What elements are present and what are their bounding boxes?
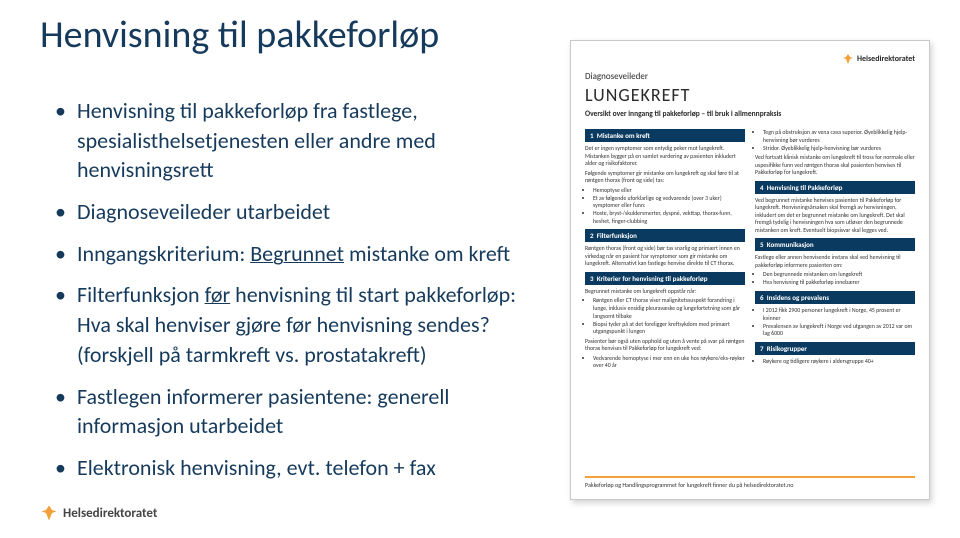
bullet-text-underline: Begrunnet bbox=[250, 240, 344, 267]
inset-li: Hoste, bryst-/skuldersmerter, dyspné, ve… bbox=[593, 210, 745, 225]
inset-col-right: Tegn på obstruksjon av vena cava superio… bbox=[755, 129, 915, 372]
inset-col-left: 1 Mistanke om kreft Det er ingen symptom… bbox=[585, 129, 745, 372]
inset-sect-body: I 2012 fikk 2900 personer lungekreft i N… bbox=[755, 307, 915, 338]
bullet-item: Inngangskriterium: Begrunnet mistanke om… bbox=[55, 239, 525, 269]
bullet-text: Elektronisk henvisning, evt. telefon + f… bbox=[77, 454, 436, 481]
bullet-text-post: mistanke om kreft bbox=[344, 240, 510, 267]
logo-mark-icon bbox=[842, 53, 854, 65]
inset-li: Røntgen eller CT thorax viser malignitet… bbox=[593, 297, 745, 320]
inset-sect-body: Fastlege eller annen henvisende instans … bbox=[755, 254, 915, 269]
bullet-content: Henvisning til pakkeforløp fra fastlege,… bbox=[55, 96, 525, 495]
inset-sect-body: Røntgen eller CT thorax viser malignitet… bbox=[585, 297, 745, 335]
inset-sect-head: 5 Kommunikasjon bbox=[755, 238, 915, 251]
bullet-text-pre: Filterfunksjon bbox=[77, 281, 205, 308]
inset-sect-body: Pasienter bør også uten opphold og uten … bbox=[585, 338, 745, 353]
inset-li: Biopsi tyder på at det foreligger krefts… bbox=[593, 321, 745, 336]
inset-sect-body: Det er ingen symptomer som entydig peker… bbox=[585, 145, 745, 168]
inset-li: Tegn på obstruksjon av vena cava superio… bbox=[763, 129, 915, 144]
inset-sect-body: Røntgen thorax (front og side) bør tas s… bbox=[585, 245, 745, 268]
inset-eyebrow: Diagnoseveileder bbox=[585, 71, 915, 82]
inset-inner: Helsedirektoratet Diagnoseveileder LUNGE… bbox=[571, 41, 929, 382]
inset-sect-body: Tegn på obstruksjon av vena cava superio… bbox=[755, 129, 915, 152]
inset-li: I 2012 fikk 2900 personer lungekreft i N… bbox=[763, 307, 915, 322]
inset-logo: Helsedirektoratet bbox=[842, 53, 915, 65]
inset-title: LUNGEKREFT bbox=[585, 84, 915, 106]
inset-li: Røykere og tidligere røykere i aldersgru… bbox=[763, 358, 915, 366]
inset-logo-text: Helsedirektoratet bbox=[857, 54, 915, 64]
bullet-item: Elektronisk henvisning, evt. telefon + f… bbox=[55, 453, 525, 483]
bullet-item: Henvisning til pakkeforløp fra fastlege,… bbox=[55, 96, 525, 185]
inset-li: Vedvarende hemoptyse i mer enn en uke ho… bbox=[593, 355, 745, 370]
bullet-item: Filterfunksjon før henvisning til start … bbox=[55, 280, 525, 369]
bullet-text-underline: før bbox=[205, 281, 231, 308]
inset-sect-body: Den begrunnede mistanken om lungekreft H… bbox=[755, 271, 915, 287]
inset-sect-body: Begrunnet mistanke om lungekreft oppstår… bbox=[585, 288, 745, 296]
inset-sect-head: 2 Filterfunksjon bbox=[585, 229, 745, 242]
inset-li: Et av følgende uforklarlige og vedvarend… bbox=[593, 195, 745, 210]
inset-sect-head: 4 Henvisning til Pakkeforløp bbox=[755, 181, 915, 194]
inset-subtitle: Oversikt over inngang til pakkeforløp – … bbox=[585, 110, 915, 119]
inset-sect-body: Hemoptyse eller Et av følgende uforklarl… bbox=[585, 187, 745, 226]
page-title: Henvisning til pakkeforløp bbox=[40, 12, 439, 58]
slide-footer-logo: Helsedirektoratet bbox=[40, 504, 157, 522]
inset-document: Helsedirektoratet Diagnoseveileder LUNGE… bbox=[570, 40, 930, 500]
inset-sect-head: 6 Insidens og prevalens bbox=[755, 291, 915, 304]
bullet-text-pre: Inngangskriterium: bbox=[77, 240, 250, 267]
bullet-text: Diagnoseveileder utarbeidet bbox=[77, 198, 330, 225]
bullet-list: Henvisning til pakkeforløp fra fastlege,… bbox=[55, 96, 525, 483]
bullet-text: Henvisning til pakkeforløp fra fastlege,… bbox=[77, 97, 436, 183]
inset-sect-body: Ved begrunnet mistanke henvises pasiente… bbox=[755, 197, 915, 235]
inset-li: Hva henvisning til pakkeforløp innebærer bbox=[763, 279, 915, 287]
bullet-item: Fastlegen informerer pasientene: generel… bbox=[55, 382, 525, 441]
inset-sect-head: 1 Mistanke om kreft bbox=[585, 129, 745, 142]
inset-sect-body: Røykere og tidligere røykere i aldersgru… bbox=[755, 358, 915, 366]
inset-sect-head: 7 Risikogrupper bbox=[755, 342, 915, 355]
bullet-text: Fastlegen informerer pasientene: generel… bbox=[77, 383, 449, 440]
inset-sect-body: Vedvarende hemoptyse i mer enn en uke ho… bbox=[585, 355, 745, 370]
inset-sect-head: 3 Kriterier for henvisning til pakkeforl… bbox=[585, 272, 745, 285]
inset-footer: Pakkeforløp og Handlingsprogrammet for l… bbox=[585, 476, 915, 489]
inset-li: Stridor. Øyeblikkelig hjelp-henvisning b… bbox=[763, 145, 915, 153]
bullet-item: Diagnoseveileder utarbeidet bbox=[55, 197, 525, 227]
inset-logo-row: Helsedirektoratet bbox=[585, 53, 915, 65]
inset-sect-body: Ved fortsatt klinisk mistanke om lungekr… bbox=[755, 154, 915, 177]
slide-footer-logo-text: Helsedirektoratet bbox=[63, 506, 157, 521]
slide: Henvisning til pakkeforløp Henvisning ti… bbox=[0, 0, 960, 538]
logo-mark-icon bbox=[40, 504, 58, 522]
inset-li: Prevalensen av lungekreft i Norge ved ut… bbox=[763, 323, 915, 338]
inset-columns: 1 Mistanke om kreft Det er ingen symptom… bbox=[585, 129, 915, 372]
inset-sect-body: Følgende symptomer gir mistanke om lunge… bbox=[585, 170, 745, 185]
